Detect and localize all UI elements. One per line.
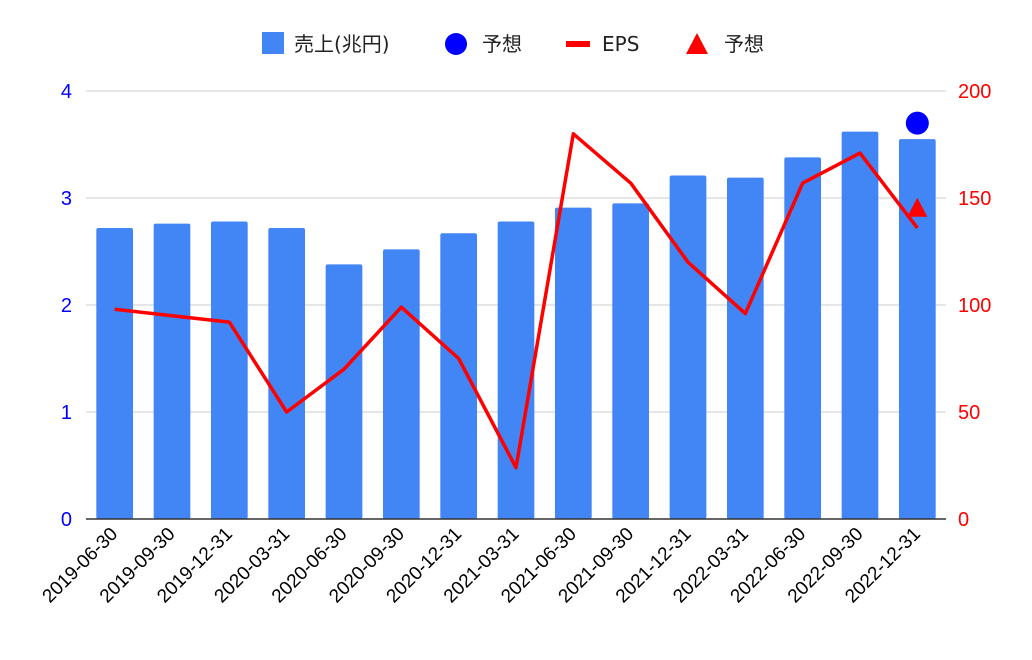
sales-bar — [440, 233, 478, 519]
legend-swatch-eps — [566, 41, 590, 47]
legend-label-forecast-circle: 予想 — [482, 32, 522, 56]
eps-series — [114, 132, 919, 470]
bars — [96, 131, 936, 520]
legend: 売上(兆円) 予想 EPS 予想 — [262, 32, 764, 56]
legend-swatch-forecast-circle — [445, 33, 467, 55]
sales-bar — [669, 175, 707, 519]
legend-label-sales: 売上(兆円) — [294, 32, 390, 56]
y-right-tick-label: 0 — [958, 509, 969, 531]
sales-bar — [554, 207, 592, 519]
y-axis-right: 0 50 100 150 200 — [958, 81, 991, 531]
legend-label-eps: EPS — [602, 32, 639, 56]
y-left-tick-label: 2 — [61, 295, 72, 317]
sales-bar — [898, 139, 936, 519]
eps-line — [114, 132, 919, 470]
x-axis-ticks: 2019-06-302019-09-302019-12-312020-03-31… — [39, 524, 925, 608]
y-left-tick-label: 0 — [61, 509, 72, 531]
sales-bar — [268, 227, 306, 519]
sales-bar — [153, 223, 191, 519]
legend-swatch-sales — [262, 32, 284, 54]
legend-swatch-forecast-triangle — [686, 33, 708, 54]
sales-bar — [784, 157, 822, 519]
y-right-tick-label: 200 — [958, 81, 991, 103]
forecast-markers — [905, 111, 929, 217]
sales-bar — [497, 221, 535, 520]
y-right-tick-label: 150 — [958, 188, 991, 210]
sales-bar — [612, 203, 650, 519]
sales-bar — [96, 227, 134, 519]
forecast-eps-point — [907, 197, 928, 217]
y-left-tick-label: 1 — [61, 402, 72, 424]
sales-bar — [382, 249, 420, 520]
y-left-tick-label: 4 — [61, 81, 72, 103]
forecast-sales-point — [905, 111, 929, 135]
sales-bar — [325, 264, 363, 519]
y-left-tick-label: 3 — [61, 188, 72, 210]
legend-label-forecast-triangle: 予想 — [724, 32, 764, 56]
y-axis-left: 0 1 2 3 4 — [61, 81, 72, 531]
sales-bar — [210, 221, 248, 520]
y-right-tick-label: 100 — [958, 295, 991, 317]
y-right-tick-label: 50 — [958, 402, 980, 424]
sales-bar — [726, 177, 764, 520]
sales-bar — [841, 131, 879, 519]
